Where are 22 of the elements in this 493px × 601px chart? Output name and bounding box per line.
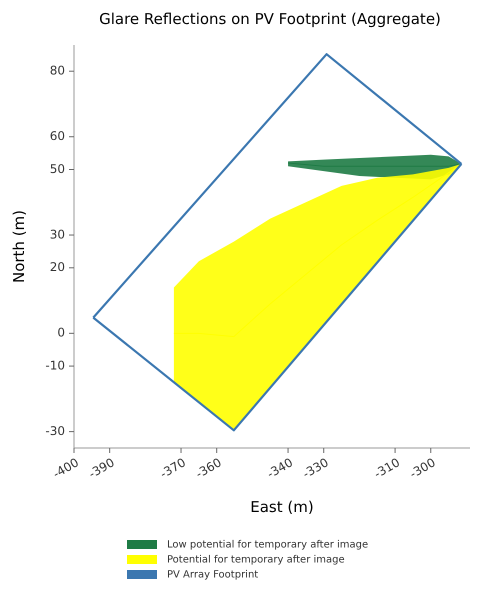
y-tick-label: 20 bbox=[50, 260, 65, 274]
y-tick-label: 50 bbox=[50, 162, 65, 176]
y-tick-label: -10 bbox=[45, 358, 65, 372]
legend-label: Potential for temporary after image bbox=[167, 554, 345, 566]
y-tick-label: -30 bbox=[45, 424, 65, 438]
y-tick-label: 0 bbox=[57, 326, 65, 340]
x-tick-label: -340 bbox=[264, 455, 296, 482]
x-tick-label: -390 bbox=[86, 455, 117, 482]
x-tick-label: -310 bbox=[372, 455, 402, 482]
y-axis-title: North (m) bbox=[10, 210, 28, 284]
y-tick-label: 30 bbox=[50, 227, 65, 242]
x-tick-label: -400 bbox=[50, 455, 82, 482]
x-tick-label: -370 bbox=[158, 455, 188, 482]
x-tick-label: -360 bbox=[193, 455, 224, 482]
y-tick-label: 80 bbox=[50, 63, 65, 78]
legend-label: Low potential for temporary after image bbox=[167, 540, 368, 551]
legend-label: PV Array Footprint bbox=[167, 570, 258, 581]
y-tick-label: 60 bbox=[50, 129, 65, 144]
x-tick-label: -330 bbox=[300, 455, 331, 482]
x-axis-title: East (m) bbox=[250, 498, 314, 516]
x-tick-label: -300 bbox=[407, 455, 438, 482]
chart-title: Glare Reflections on PV Footprint (Aggregate) bbox=[99, 10, 441, 28]
